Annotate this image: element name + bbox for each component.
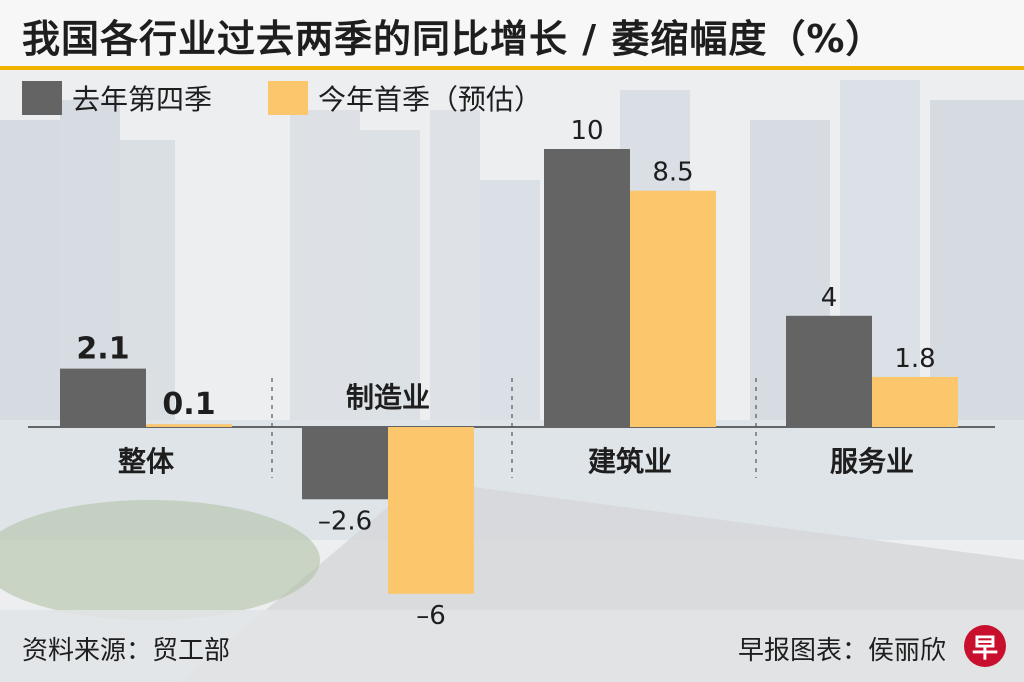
category-label-3: 服务业 [830,445,914,478]
source-note: 资料来源：贸工部 [22,636,231,666]
data-label-0-0: 2.1 [76,332,129,367]
bar-2-1 [630,190,716,427]
legend-item-q4: 去年第四季 [22,78,212,118]
legend-swatch-q4 [22,81,62,115]
title-bar: 我国各行业过去两季的同比增长 / 萎缩幅度（%） [0,0,1024,70]
data-label-3-0: 4 [821,283,838,313]
legend-item-q1: 今年首季（预估） [268,78,542,118]
bar-0-1 [146,424,232,427]
category-label-0: 整体 [118,445,175,478]
data-label-1-0: –2.6 [318,506,372,536]
legend-label-q4: 去年第四季 [72,83,213,116]
category-label-1: 制造业 [346,381,430,414]
bar-3-1 [872,376,958,427]
bar-0-0 [60,368,146,427]
data-label-0-1: 0.1 [162,387,215,422]
zaobao-logo-icon: 早 [964,625,1006,667]
bar-3-0 [786,315,872,427]
bar-1-0 [302,427,388,500]
data-label-2-1: 8.5 [652,158,693,188]
legend-swatch-q1 [268,81,308,115]
data-label-1-1: –6 [416,601,446,631]
bar-2-0 [544,149,630,427]
data-label-2-0: 10 [570,116,603,146]
category-label-2: 建筑业 [588,445,672,478]
chart-credit: 早报图表：侯丽欣 [737,636,946,666]
bar-1-1 [388,427,474,594]
chart-title: 我国各行业过去两季的同比增长 / 萎缩幅度（%） [22,17,885,61]
data-label-3-1: 1.8 [894,344,935,374]
legend-label-q1: 今年首季（预估） [318,83,543,116]
